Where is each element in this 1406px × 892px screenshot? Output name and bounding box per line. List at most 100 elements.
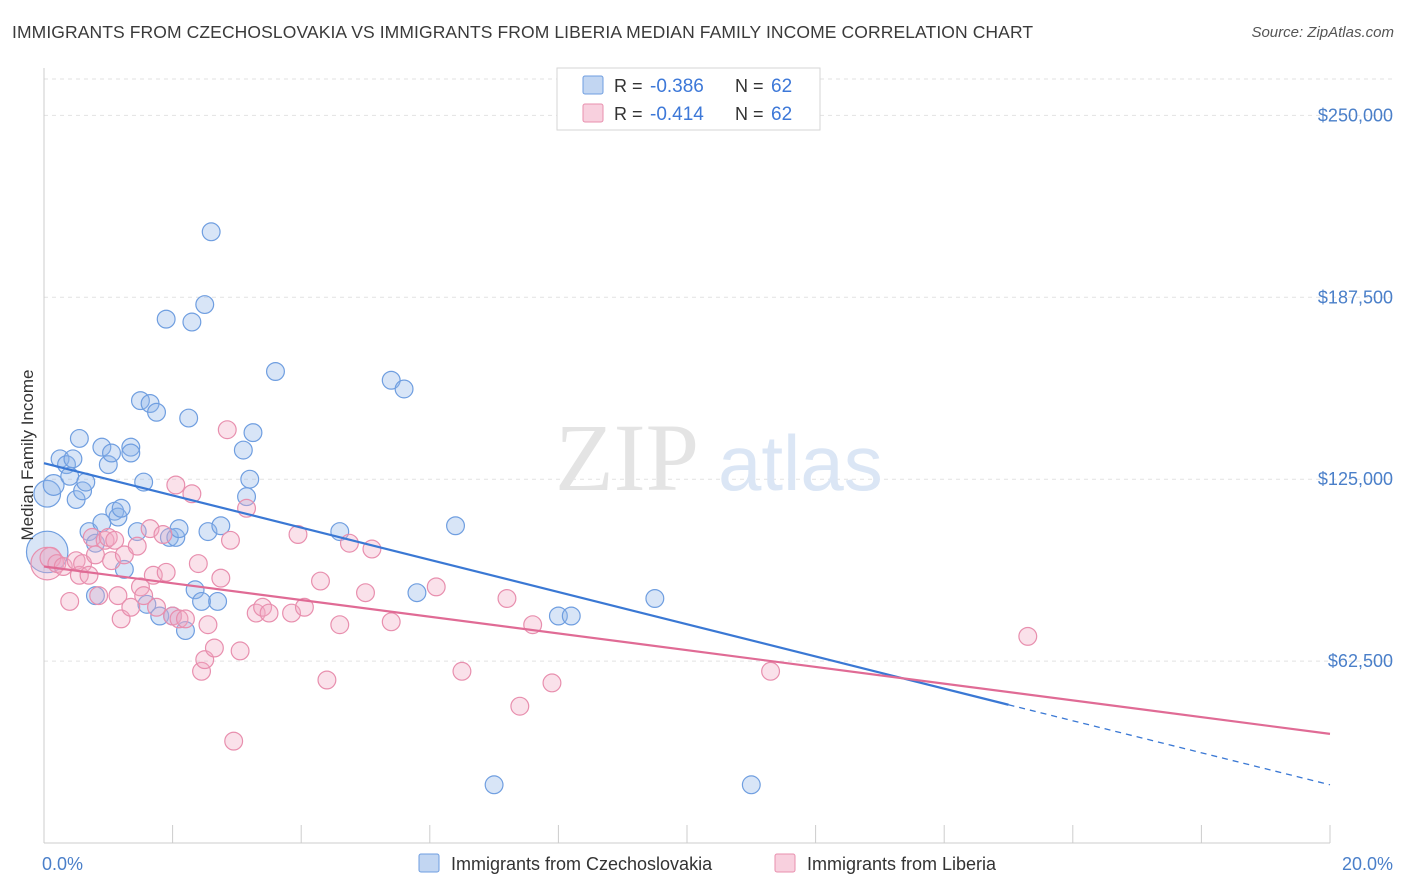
point-czechoslovakia: [92, 437, 112, 457]
point-czechoslovakia: [63, 449, 83, 469]
point-liberia: [259, 603, 279, 623]
trend-line-extension-czechoslovakia: [1008, 704, 1331, 786]
point-czechoslovakia: [201, 222, 221, 242]
point-liberia: [188, 554, 208, 574]
point-liberia: [153, 525, 173, 544]
legend-r-value: -0.386: [650, 76, 704, 97]
point-czechoslovakia: [446, 516, 466, 536]
data-points: [25, 222, 1038, 795]
point-czechoslovakia: [394, 379, 414, 399]
point-liberia: [220, 530, 240, 550]
point-czechoslovakia: [156, 309, 176, 329]
point-liberia: [108, 586, 128, 606]
point-czechoslovakia: [561, 606, 581, 626]
point-liberia: [356, 583, 375, 603]
point-czechoslovakia: [98, 455, 118, 475]
series-legend: Immigrants from Czechoslovakia Immigrant…: [418, 853, 997, 874]
point-liberia: [204, 638, 224, 658]
point-liberia: [121, 597, 141, 617]
point-czechoslovakia: [69, 428, 89, 448]
point-liberia: [60, 591, 80, 611]
point-liberia: [147, 597, 167, 617]
series-legend-label-czechoslovakia: Immigrants from Czechoslovakia: [451, 854, 713, 874]
y-tick-label: $125,000: [1318, 469, 1393, 489]
point-czechoslovakia: [548, 606, 568, 626]
point-czechoslovakia: [147, 402, 167, 422]
series-legend-label-liberia: Immigrants from Liberia: [807, 854, 997, 874]
point-czechoslovakia: [25, 530, 69, 574]
point-czechoslovakia: [195, 295, 215, 315]
axes: [43, 68, 1331, 844]
y-axis-label: Median Family Income: [18, 369, 37, 540]
x-tick-label: 20.0%: [1342, 854, 1393, 874]
grid-lines: [44, 78, 1394, 662]
point-czechoslovakia: [265, 362, 285, 381]
point-czechoslovakia: [121, 443, 141, 463]
point-liberia: [217, 420, 237, 440]
point-liberia: [134, 586, 154, 606]
point-liberia: [175, 609, 195, 629]
point-czechoslovakia: [211, 516, 231, 536]
point-liberia: [211, 568, 231, 588]
y-tick-labels: $62,500 $125,000 $187,500 $250,000: [1318, 105, 1393, 671]
legend-n-label: N =: [735, 76, 764, 96]
point-czechoslovakia: [240, 469, 260, 489]
chart-source: Source: ZipAtlas.com: [1251, 24, 1394, 41]
chart-title: IMMIGRANTS FROM CZECHOSLOVAKIA VS IMMIGR…: [12, 22, 1034, 42]
point-liberia: [311, 571, 330, 591]
legend-r-label: R =: [614, 76, 643, 96]
point-czechoslovakia: [208, 591, 228, 611]
point-liberia: [198, 615, 218, 635]
watermark-zip: ZIP: [555, 404, 699, 511]
point-liberia: [105, 530, 125, 550]
series-legend-swatch-czechoslovakia: [418, 853, 440, 873]
point-liberia: [288, 525, 308, 544]
trend-line-czechoslovakia: [43, 462, 1009, 706]
point-czechoslovakia: [42, 474, 65, 496]
point-czechoslovakia: [102, 443, 122, 463]
point-liberia: [156, 562, 176, 582]
point-liberia: [542, 673, 562, 693]
y-tick-label: $250,000: [1318, 105, 1393, 125]
series-legend-swatch-liberia: [774, 853, 796, 873]
point-liberia: [426, 577, 446, 597]
point-liberia: [230, 641, 250, 661]
point-czechoslovakia: [407, 583, 427, 603]
point-czechoslovakia: [179, 408, 199, 428]
legend-r-label: R =: [614, 104, 643, 124]
point-liberia: [224, 731, 244, 751]
legend-swatch-czechoslovakia: [582, 75, 604, 95]
legend-n-label: N =: [735, 104, 764, 124]
point-liberia: [330, 615, 350, 635]
point-liberia: [89, 586, 109, 606]
x-tick-labels: 0.0% 20.0%: [42, 854, 1393, 874]
point-liberia: [192, 661, 212, 681]
point-czechoslovakia: [243, 423, 263, 443]
point-liberia: [761, 661, 781, 681]
trend-line-liberia: [43, 565, 1331, 735]
point-czechoslovakia: [233, 440, 253, 460]
point-czechoslovakia: [169, 519, 189, 539]
point-liberia: [169, 609, 189, 629]
point-liberia: [294, 597, 314, 617]
point-liberia: [510, 696, 530, 716]
point-czechoslovakia: [645, 589, 665, 609]
x-tick-label: 0.0%: [42, 854, 83, 874]
watermark: ZIP atlas: [555, 404, 883, 511]
point-liberia: [95, 530, 115, 550]
legend-n-value: 62: [771, 104, 792, 125]
legend-r-value: -0.414: [650, 104, 704, 125]
point-czechoslovakia: [182, 312, 202, 332]
point-czechoslovakia: [121, 437, 141, 457]
trend-lines: [43, 462, 1331, 786]
point-czechoslovakia: [741, 775, 761, 795]
point-liberia: [166, 475, 186, 495]
point-liberia: [127, 536, 147, 556]
point-liberia: [497, 589, 517, 609]
correlation-legend: R = -0.386 N = 62 R = -0.414 N = 62: [556, 67, 821, 131]
point-liberia: [1018, 626, 1038, 646]
point-czechoslovakia: [111, 498, 131, 518]
point-liberia: [79, 565, 99, 585]
legend-swatch-liberia: [582, 103, 604, 123]
